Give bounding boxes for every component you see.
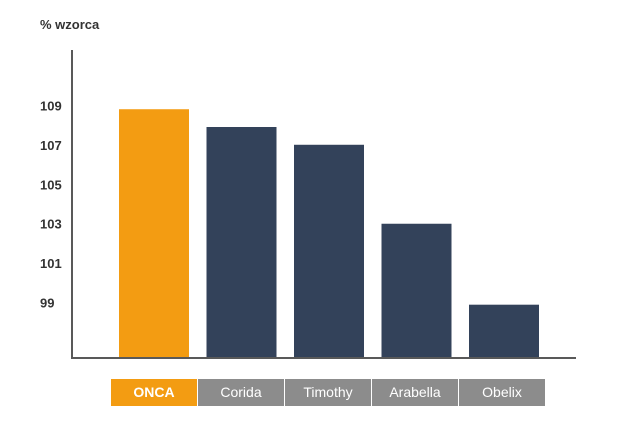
y-tick-label-99: 99	[40, 296, 54, 311]
bar-arabella	[381, 223, 452, 357]
bar-obelix	[469, 304, 539, 357]
bar-onca	[119, 109, 189, 357]
y-tick-label-105: 105	[40, 177, 62, 192]
y-tick-label-109: 109	[40, 98, 62, 113]
legend-item-arabella: Arabella	[372, 379, 458, 406]
legend-item-corida: Corida	[198, 379, 284, 406]
bar-corida	[206, 127, 277, 357]
bar-timothy	[294, 144, 364, 357]
legend-item-obelix: Obelix	[459, 379, 545, 406]
y-tick-label-107: 107	[40, 138, 62, 153]
legend-item-timothy: Timothy	[285, 379, 371, 406]
y-tick-label-101: 101	[40, 256, 62, 271]
legend-item-onca: ONCA	[111, 379, 197, 406]
y-tick-label-103: 103	[40, 217, 62, 232]
y-axis-label: % wzorca	[40, 17, 100, 32]
